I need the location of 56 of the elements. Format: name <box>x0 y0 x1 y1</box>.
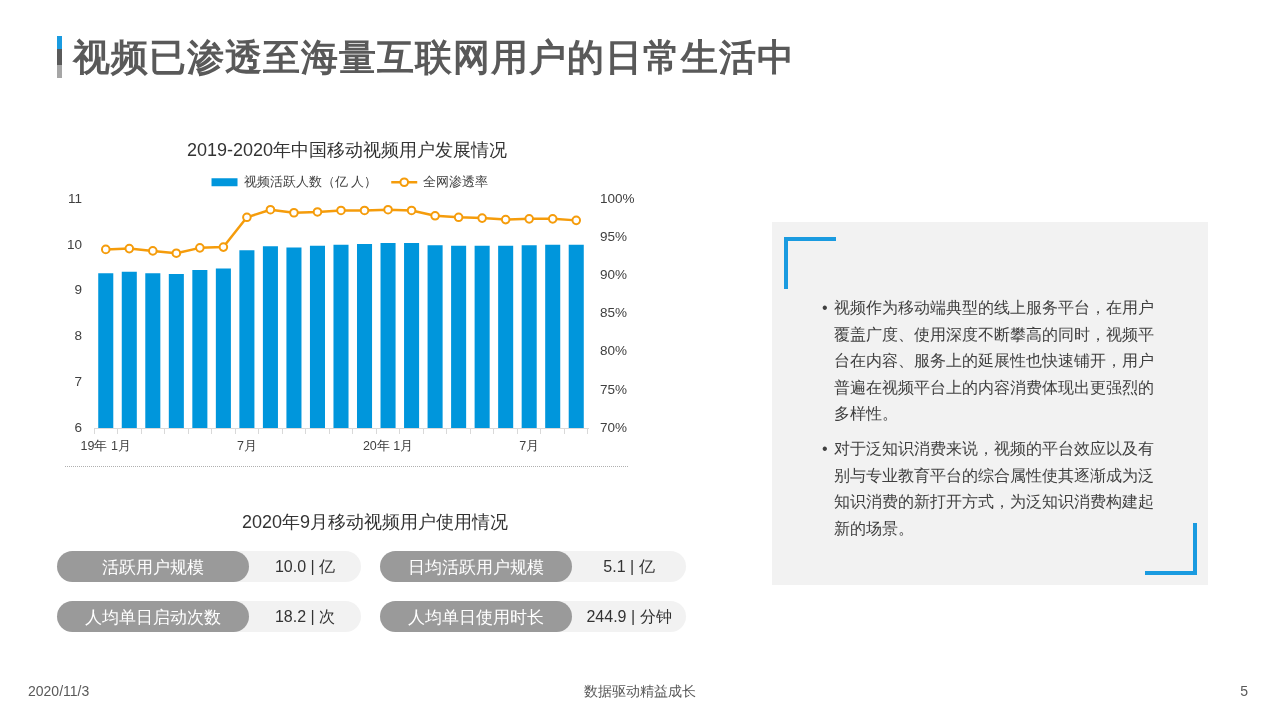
point <box>265 204 276 215</box>
x-tick-label: 19年 1月 <box>80 438 131 453</box>
point <box>477 213 487 223</box>
text: 日均活跃用户规模 <box>408 556 544 578</box>
text: • 对于泛知识消费来说，视频的平台效应以及有别与专业教育平台的综合属性使其逐渐成为泛知识消费的新打开方式，为泛知识消费构建起新的场景。 <box>822 438 1156 539</box>
y2-tick-label: 95% <box>600 228 628 244</box>
text: 数据驱动精益成长 <box>584 682 696 700</box>
point <box>359 205 370 216</box>
text: 2020年9月移动视频用户使用情况 <box>241 511 509 534</box>
text: • 视频作为移动端典型的线上服务平台，在用户覆盖广度、使用深度不断攀高的同时，视频平台在内容、服务上的延展性也快速铺开，用户普遍在视频平台上的内容消费体现出更强烈的多样性。 <box>822 298 1156 425</box>
point <box>289 207 299 218</box>
y2-tick-label: 85% <box>600 305 628 321</box>
y2-tick-label: 100% <box>600 190 635 206</box>
chart-title: 视频已渗透至海量互联网用户的日常生活中 <box>73 36 795 80</box>
point <box>383 204 393 215</box>
legend-label: 全网渗透率 <box>423 173 489 189</box>
point <box>148 246 158 256</box>
text: 244.9 | 分钟 <box>586 606 672 627</box>
point <box>195 243 205 253</box>
text: 10.0 | 亿 <box>274 556 336 577</box>
x-tick-label: 7月 <box>519 438 540 453</box>
point <box>571 215 582 226</box>
point <box>547 214 558 224</box>
text: 2020/11/3 <box>28 682 90 700</box>
text: 人均单日启动次数 <box>85 606 221 628</box>
x-tick-label: 20年 1月 <box>362 438 414 453</box>
point <box>312 207 323 217</box>
text: 活跃用户规模 <box>102 556 204 578</box>
text: 5 <box>1240 682 1248 700</box>
point <box>218 242 229 252</box>
y-tick-label: 9 <box>74 282 82 298</box>
point <box>100 244 111 255</box>
x-tick-label: 7月 <box>236 438 257 453</box>
text: 人均单日使用时长 <box>408 606 544 628</box>
legend-label: 视频活跃人数（亿 人） <box>243 174 378 189</box>
y-tick-label: 7 <box>74 373 82 389</box>
point <box>242 212 252 223</box>
y-tick-label: 8 <box>74 328 82 344</box>
point <box>430 210 440 221</box>
text: 5.1 | 亿 <box>603 556 655 577</box>
y2-tick-label: 70% <box>600 419 628 435</box>
y-tick-label: 10 <box>66 236 82 252</box>
point <box>124 243 135 254</box>
point <box>171 248 182 258</box>
point <box>453 212 464 223</box>
chart-subtitle: 2019-2020年中国移动视频用户发展情况 <box>186 139 508 162</box>
y-tick-label: 6 <box>74 419 82 435</box>
point <box>524 214 534 224</box>
point <box>406 205 417 216</box>
y-tick-label: 11 <box>67 190 82 206</box>
y2-tick-label: 80% <box>600 343 628 359</box>
point <box>336 205 346 216</box>
y2-tick-label: 90% <box>600 267 628 283</box>
point <box>500 214 511 225</box>
y2-tick-label: 75% <box>600 381 628 397</box>
text: 18.2 | 次 <box>274 606 336 627</box>
